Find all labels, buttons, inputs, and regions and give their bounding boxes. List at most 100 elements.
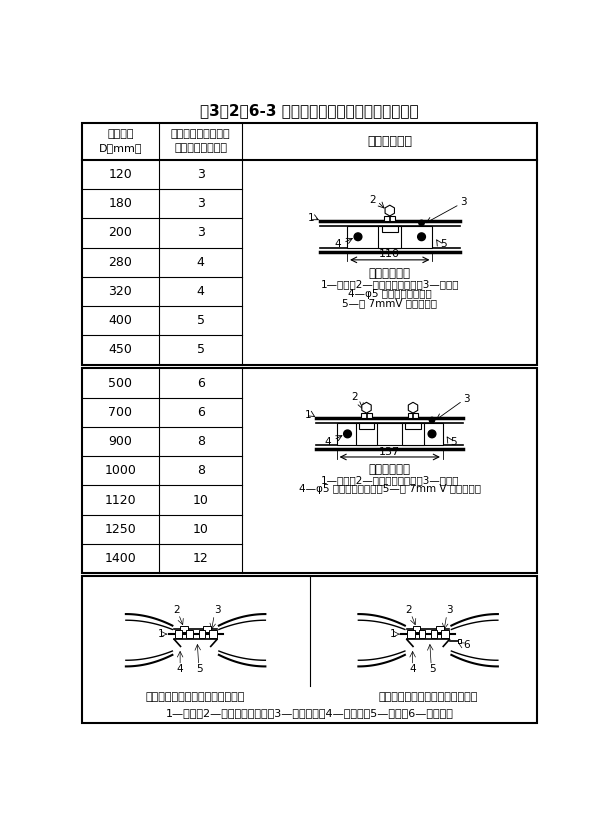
Text: 4: 4 — [410, 664, 416, 675]
Text: 200: 200 — [109, 227, 132, 240]
Bar — [402, 423, 424, 445]
Bar — [359, 423, 374, 429]
Bar — [175, 630, 182, 638]
Text: 3: 3 — [197, 227, 205, 240]
Text: 4: 4 — [197, 285, 205, 298]
Text: 3: 3 — [197, 197, 205, 210]
Text: 120: 120 — [109, 168, 132, 181]
Bar — [431, 630, 437, 638]
Text: 单箍内胀芯管: 单箍内胀芯管 — [369, 267, 411, 281]
Text: 1—风管；2—固定耳（焊接）；3—铆钉；: 1—风管；2—固定耳（焊接）；3—铆钉； — [321, 475, 459, 485]
Text: 500: 500 — [109, 376, 132, 389]
Text: 5: 5 — [429, 664, 435, 675]
Bar — [82, 368, 538, 573]
Text: 1: 1 — [307, 213, 314, 222]
Text: 1120: 1120 — [104, 493, 137, 506]
Bar — [204, 627, 211, 631]
Circle shape — [429, 417, 435, 423]
Text: 1000: 1000 — [104, 465, 137, 478]
Circle shape — [354, 233, 362, 240]
Bar — [199, 630, 205, 638]
Bar — [336, 423, 443, 445]
Text: 3: 3 — [446, 605, 453, 615]
Text: 700: 700 — [109, 406, 132, 419]
Text: 5: 5 — [451, 437, 457, 447]
Text: 1: 1 — [390, 629, 397, 639]
Bar — [361, 413, 372, 419]
Bar — [180, 627, 188, 631]
Bar — [382, 226, 397, 232]
Text: 12: 12 — [193, 552, 208, 565]
Text: 6: 6 — [197, 376, 205, 389]
Bar — [442, 630, 449, 638]
Text: 6: 6 — [463, 640, 470, 649]
Text: 4—φ5 实芯橡胶密封圈；5—宽 7mm V 形密封槽口: 4—φ5 实芯橡胶密封圈；5—宽 7mm V 形密封槽口 — [299, 484, 481, 494]
Text: 或铆钉数量（个）: 或铆钉数量（个） — [174, 143, 227, 153]
Text: 1—风管；2—固定耳（焊接）；3—铆钉；: 1—风管；2—固定耳（焊接）；3—铆钉； — [321, 280, 459, 290]
Text: 110: 110 — [379, 249, 400, 259]
Text: 5: 5 — [197, 314, 205, 327]
Text: 180: 180 — [109, 197, 132, 210]
Text: 内胀芯管安装前开口处的搭接状态: 内胀芯管安装前开口处的搭接状态 — [146, 692, 245, 702]
Text: 2: 2 — [370, 195, 376, 204]
Text: 内胀芯管形式: 内胀芯管形式 — [367, 135, 413, 148]
Bar — [186, 630, 193, 638]
Polygon shape — [408, 402, 418, 413]
Bar — [419, 630, 425, 638]
Bar — [408, 413, 419, 419]
Bar — [405, 423, 421, 429]
Text: 4: 4 — [335, 240, 341, 249]
Bar — [384, 216, 395, 222]
Bar — [407, 630, 415, 638]
Bar — [436, 627, 443, 631]
Bar — [347, 226, 432, 248]
Text: 表3．2．6-3 内胀芯管螺钉数量及制作安装形式: 表3．2．6-3 内胀芯管螺钉数量及制作安装形式 — [201, 103, 419, 118]
Text: 280: 280 — [109, 256, 132, 268]
Circle shape — [419, 220, 424, 226]
Text: D（mm）: D（mm） — [98, 143, 142, 153]
Bar — [458, 639, 461, 643]
Text: 1: 1 — [158, 629, 164, 639]
Bar — [413, 627, 420, 631]
Text: 3: 3 — [460, 197, 467, 207]
Text: 5—宽 7mmV 形密封槽口: 5—宽 7mmV 形密封槽口 — [342, 298, 437, 308]
Text: 10: 10 — [193, 523, 208, 536]
Text: 8: 8 — [197, 465, 205, 478]
Text: 4: 4 — [177, 664, 184, 675]
Text: 137: 137 — [379, 447, 400, 456]
Circle shape — [428, 430, 436, 438]
Text: 1: 1 — [305, 410, 312, 420]
Text: 400: 400 — [109, 314, 132, 327]
Text: 3: 3 — [463, 394, 470, 404]
Text: 1—螺杆；2—固定耳（焊接）；3—顶推螺母；4—缀缝焊；5—衬板；6—自攻螺丝: 1—螺杆；2—固定耳（焊接）；3—顶推螺母；4—缀缝焊；5—衬板；6—自攻螺丝 — [165, 708, 454, 717]
Text: 4: 4 — [324, 437, 330, 447]
Bar — [82, 576, 538, 723]
Circle shape — [344, 430, 352, 438]
Bar — [82, 123, 538, 365]
Text: 1400: 1400 — [104, 552, 137, 565]
Text: 4: 4 — [197, 256, 205, 268]
Text: 风管直径: 风管直径 — [107, 129, 133, 139]
Text: 900: 900 — [109, 435, 132, 448]
Polygon shape — [362, 402, 371, 413]
Text: 2: 2 — [405, 605, 412, 615]
Text: 320: 320 — [109, 285, 132, 298]
Text: 1250: 1250 — [104, 523, 137, 536]
Text: 5: 5 — [196, 664, 203, 675]
Text: 内胀芯管安装后开口处的搭接状态: 内胀芯管安装后开口处的搭接状态 — [379, 692, 478, 702]
Text: 5: 5 — [197, 344, 205, 357]
Polygon shape — [385, 205, 394, 216]
Text: 2: 2 — [173, 605, 179, 615]
Text: 双箍内胀芯管: 双箍内胀芯管 — [369, 463, 411, 476]
Circle shape — [417, 233, 425, 240]
Bar — [356, 423, 378, 445]
Text: 6: 6 — [197, 406, 205, 419]
Text: 3: 3 — [197, 168, 205, 181]
Text: 4—φ5 实芯橡胶密封圈；: 4—φ5 实芯橡胶密封圈； — [348, 289, 432, 299]
Text: 8: 8 — [197, 435, 205, 448]
Text: 3: 3 — [214, 605, 220, 615]
Text: 芯管每端口自攻螺钉: 芯管每端口自攻螺钉 — [171, 129, 231, 139]
Bar — [209, 630, 217, 638]
Bar — [378, 226, 402, 248]
Text: 450: 450 — [109, 344, 132, 357]
